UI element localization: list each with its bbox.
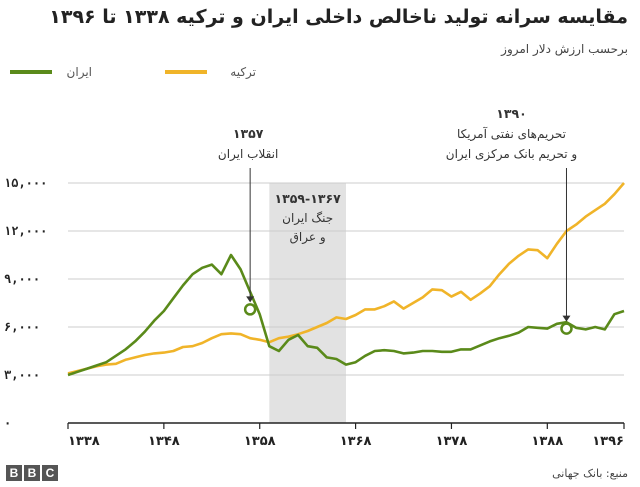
- x-tick-label: ۱۳۴۸: [148, 434, 180, 449]
- x-tick-label: ۱۳۷۸: [436, 434, 468, 449]
- legend-swatch-iran: [10, 70, 52, 74]
- y-tick-label: ۱۲,۰۰۰: [4, 224, 47, 238]
- annotation-text: ۱۳۵۷: [233, 126, 264, 141]
- y-tick-label: ۹,۰۰۰: [4, 272, 40, 286]
- chart-title: مقایسه سرانه تولید ناخالص داخلی ایران و …: [49, 6, 628, 28]
- y-tick-label: ۶,۰۰۰: [4, 320, 40, 334]
- war-period-label: جنگ ایران: [282, 211, 333, 226]
- series-line-iran: [67, 253, 625, 377]
- annotation-marker: [243, 303, 257, 316]
- x-tick-label: ۱۳۸۸: [531, 434, 563, 449]
- annotation-text: تحریم‌های نفتی آمریکا: [457, 126, 566, 142]
- annotation-text: ۱۳۹۰: [496, 106, 527, 121]
- legend: ایران ترکیه: [10, 65, 256, 80]
- source-note: منبع: بانک جهانی: [552, 467, 628, 480]
- x-tick-label: ۱۳۳۸: [68, 434, 100, 449]
- y-tick-label: ۳,۰۰۰: [4, 368, 40, 382]
- y-tick-label: ۰: [4, 416, 11, 430]
- war-period-label: و عراق: [290, 230, 326, 245]
- legend-swatch-turkey: [165, 70, 207, 74]
- legend-label-iran: ایران: [67, 65, 92, 80]
- x-tick-label: ۱۳۵۸: [244, 434, 276, 449]
- war-period-label: ۱۳۵۹-۱۳۶۷: [275, 191, 342, 206]
- x-tick-label: ۱۳۶۸: [340, 434, 372, 449]
- annotation-text: انقلاب ایران: [218, 147, 278, 162]
- annotation-arrow: [562, 315, 571, 322]
- bbc-logo: B B C: [6, 465, 58, 481]
- annotation-marker: [560, 322, 573, 335]
- annotation-text: و تحریم بانک مرکزی ایران: [446, 147, 577, 162]
- y-tick-label: ۱۵,۰۰۰: [4, 176, 47, 190]
- chart-subtitle: برحسب ارزش دلار امروز: [501, 42, 628, 56]
- series-line-turkey: [67, 182, 625, 375]
- annotation-arrow: [246, 296, 255, 303]
- legend-label-turkey: ترکیه: [230, 65, 256, 80]
- war-period-shade: [269, 183, 346, 423]
- x-tick-label: ۱۳۹۶: [592, 434, 624, 449]
